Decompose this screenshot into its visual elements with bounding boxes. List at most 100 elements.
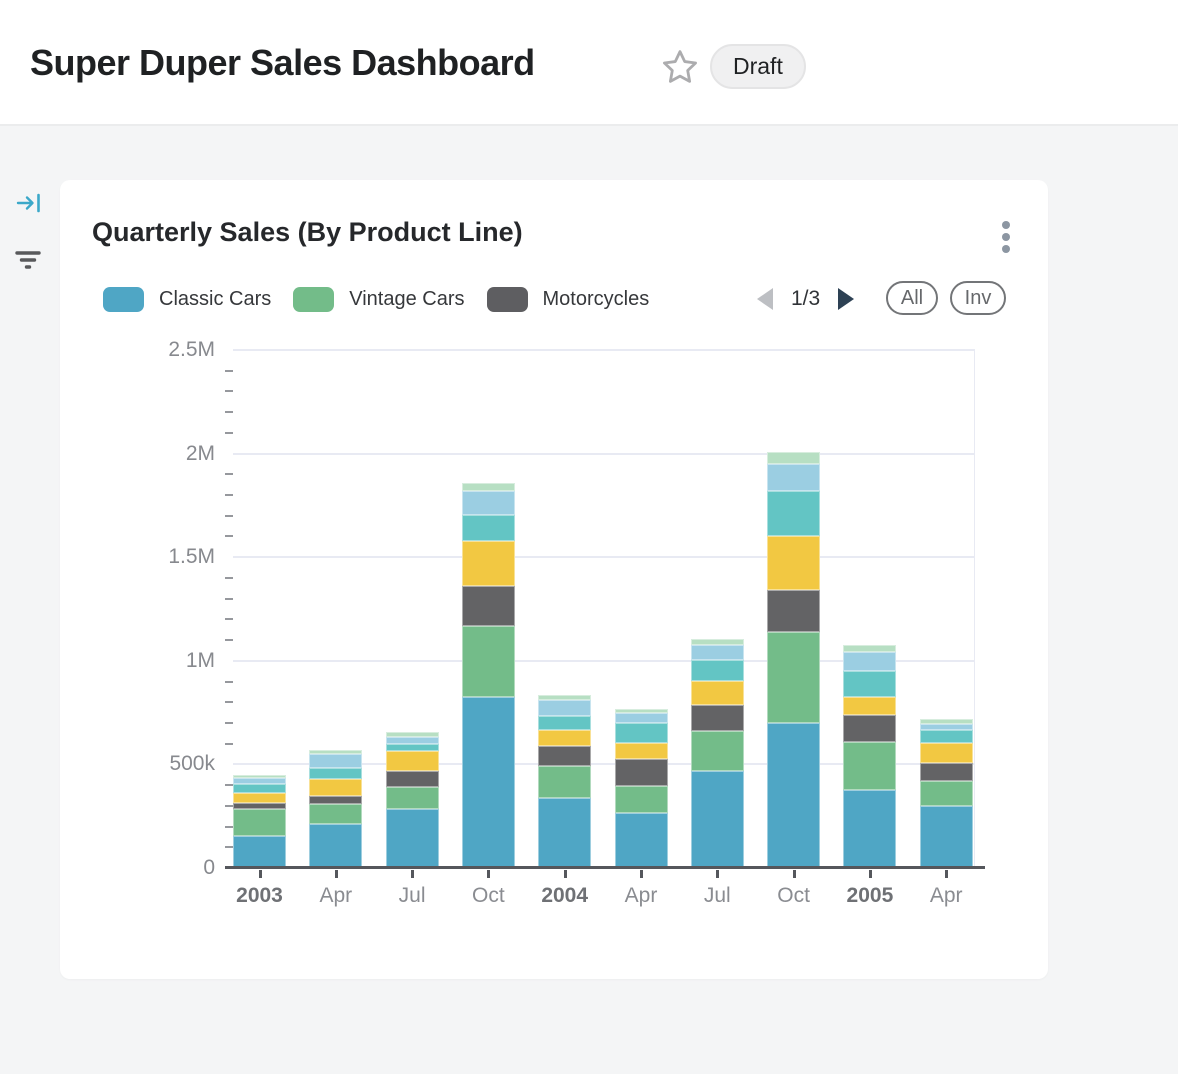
bar-segment-series-5 [690, 659, 744, 682]
y-axis-label: 1M [185, 648, 215, 672]
card-menu-kebab-icon[interactable] [992, 220, 1020, 254]
bar-segment-motorcycles [767, 590, 821, 633]
y-axis-minor-tick [225, 473, 233, 476]
bar-apr-5[interactable] [614, 709, 668, 867]
bar-apr-1[interactable] [309, 750, 363, 867]
y-axis-label: 1.5M [168, 545, 215, 569]
legend-label: Classic Cars [159, 287, 272, 310]
bar-segment-vintage-cars [461, 626, 515, 697]
bar-segment-motorcycles [919, 763, 973, 782]
legend-prev-icon[interactable] [757, 288, 773, 310]
bar-segment-classic-cars [461, 696, 515, 867]
legend-select-all-button[interactable]: All [886, 281, 938, 315]
bar-segment-vintage-cars [919, 781, 973, 807]
gridline [233, 452, 975, 455]
chart-legend: Classic Cars Vintage Cars Motorcycles [103, 283, 671, 315]
y-axis-minor-tick [225, 701, 233, 704]
x-axis-label: Jul [703, 884, 731, 907]
x-axis-label: 2005 [846, 884, 894, 907]
legend-swatch [293, 286, 335, 312]
legend-next-icon[interactable] [838, 288, 855, 310]
bar-segment-series-5 [843, 671, 897, 697]
bar-segment-series-5 [919, 729, 973, 744]
status-badge: Draft [710, 44, 806, 89]
bar-segment-series-7 [461, 483, 515, 491]
bar-segment-series-6 [538, 700, 592, 716]
bar-oct-3[interactable] [461, 483, 515, 867]
x-axis-tick [411, 870, 415, 878]
filter-icon[interactable] [15, 246, 41, 272]
y-axis-minor-tick [225, 369, 233, 372]
legend-inverse-button[interactable]: Inv [950, 281, 1006, 315]
bar-segment-motorcycles [309, 795, 363, 805]
bar-segment-vintage-cars [385, 787, 439, 810]
chart-card: Quarterly Sales (By Product Line) Classi… [60, 180, 1048, 979]
bar-2005-8[interactable] [843, 645, 897, 867]
gridline [233, 763, 975, 766]
collapse-panel-icon[interactable] [16, 190, 42, 216]
y-axis-label: 2M [185, 441, 215, 465]
y-axis-label: 2.5M [168, 338, 215, 361]
bar-segment-series-4 [843, 696, 897, 715]
bar-segment-series-4 [385, 751, 439, 771]
bar-segment-series-6 [233, 778, 286, 785]
bar-jul-2[interactable] [385, 732, 439, 867]
page-header: Super Duper Sales Dashboard Draft [0, 0, 1178, 126]
bar-segment-series-7 [309, 750, 363, 754]
x-axis-label: Apr [319, 884, 353, 907]
bar-segment-series-4 [309, 779, 363, 796]
x-axis-label: Oct [472, 884, 505, 907]
bar-2004-4[interactable] [538, 694, 592, 867]
bar-segment-series-4 [538, 730, 592, 747]
bar-segment-vintage-cars [843, 742, 897, 791]
bar-oct-7[interactable] [767, 451, 821, 867]
bar-segment-series-7 [614, 709, 668, 714]
bar-segment-series-5 [614, 722, 668, 743]
x-axis-tick [563, 870, 567, 878]
favorite-star-icon[interactable] [659, 46, 701, 88]
gridline [233, 659, 975, 662]
x-axis-label: Jul [398, 884, 426, 907]
bar-segment-series-6 [843, 651, 897, 672]
bar-segment-motorcycles [385, 770, 439, 788]
y-axis-minor-tick [225, 742, 233, 745]
bar-segment-series-7 [919, 719, 973, 725]
bar-segment-vintage-cars [538, 765, 592, 798]
y-axis-minor-tick [225, 680, 233, 683]
bar-segment-series-6 [690, 644, 744, 660]
x-axis-label: 2004 [541, 884, 589, 907]
bar-segment-vintage-cars [309, 804, 363, 824]
bar-2003-0[interactable] [233, 775, 286, 867]
chart-title: Quarterly Sales (By Product Line) [92, 217, 523, 247]
legend-pager: 1/3 [757, 284, 855, 314]
y-axis-label: 0 [203, 856, 215, 879]
x-axis-tick [487, 870, 491, 878]
bar-segment-series-4 [767, 536, 821, 591]
bar-segment-series-5 [309, 767, 363, 780]
x-axis-tick [640, 870, 643, 878]
bar-segment-series-4 [461, 541, 515, 587]
legend-page-indicator: 1/3 [791, 287, 821, 310]
bar-segment-classic-cars [690, 771, 744, 867]
legend-item-motorcycles[interactable]: Motorcycles [486, 286, 649, 312]
chart-region: 2.5M 2M 1.5M 1M 500k 0 2003 Apr Jul Oct 2004 Apr Jul… [60, 330, 1048, 930]
bar-segment-motorcycles [843, 714, 897, 743]
x-axis-tick [792, 870, 796, 878]
bar-segment-motorcycles [614, 759, 668, 786]
bar-segment-series-6 [614, 713, 668, 723]
bar-segment-series-6 [767, 464, 821, 491]
x-axis-label: Apr [624, 884, 658, 907]
bar-segment-series-4 [614, 742, 668, 760]
x-axis-label: Apr [929, 884, 963, 907]
bar-jul-6[interactable] [690, 638, 744, 867]
plot-area [233, 349, 975, 868]
bar-apr-9[interactable] [919, 719, 973, 867]
x-axis-tick [868, 870, 872, 878]
bar-segment-classic-cars [614, 812, 668, 867]
y-axis-minor-tick [225, 514, 233, 517]
legend-label: Vintage Cars [349, 287, 465, 310]
legend-item-classic-cars[interactable]: Classic Cars [103, 286, 272, 312]
legend-item-vintage-cars[interactable]: Vintage Cars [293, 286, 465, 312]
x-axis-tick [716, 870, 720, 878]
legend-swatch [103, 286, 144, 312]
